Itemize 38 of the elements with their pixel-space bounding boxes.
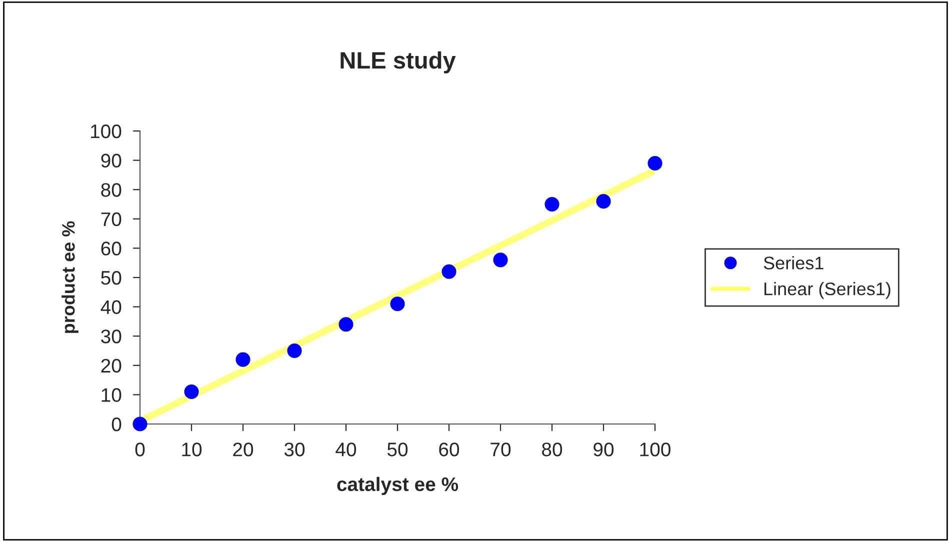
y-tick-label: 80 <box>101 183 122 197</box>
point <box>132 416 148 432</box>
point <box>544 196 560 212</box>
x-tick-label: 70 <box>490 442 511 456</box>
x-tick-label: 20 <box>233 442 254 456</box>
x-tick-label: 100 <box>640 442 670 456</box>
point <box>596 194 611 209</box>
point <box>287 343 302 358</box>
chart-title: NLE study <box>340 51 456 74</box>
x-tick-label: 10 <box>182 442 202 456</box>
legend-label: Series1 <box>764 256 824 270</box>
point <box>236 352 250 367</box>
x-tick-label: 80 <box>542 442 562 456</box>
y-tick-label: 0 <box>112 417 122 432</box>
x-tick-label: 90 <box>594 442 614 456</box>
y-tick-label: 20 <box>101 358 122 373</box>
y-tick-label: 60 <box>101 242 122 256</box>
legend-label: Linear (Series1) <box>764 282 890 299</box>
point <box>493 252 508 268</box>
x-tick-label: 50 <box>387 442 408 456</box>
y-tick-label: 70 <box>101 212 122 226</box>
y-tick-label: 40 <box>100 300 122 314</box>
point <box>390 296 405 312</box>
x-tick-label: 0 <box>135 442 145 456</box>
y-axis-title: product ee % <box>62 221 78 333</box>
point <box>442 264 456 279</box>
y-tick-label: 100 <box>90 124 122 138</box>
x-tick-label: 60 <box>439 442 460 456</box>
point <box>184 384 199 400</box>
y-tick-label: 90 <box>101 154 122 168</box>
x-axis-title: catalyst ee % <box>337 476 458 495</box>
x-tick-label: 30 <box>284 442 305 456</box>
y-tick-label: 30 <box>101 330 122 344</box>
point <box>648 156 662 171</box>
x-tick-label: 40 <box>336 442 356 456</box>
point <box>338 317 354 332</box>
y-tick-label: 50 <box>101 270 122 285</box>
y-tick-label: 10 <box>102 388 122 402</box>
